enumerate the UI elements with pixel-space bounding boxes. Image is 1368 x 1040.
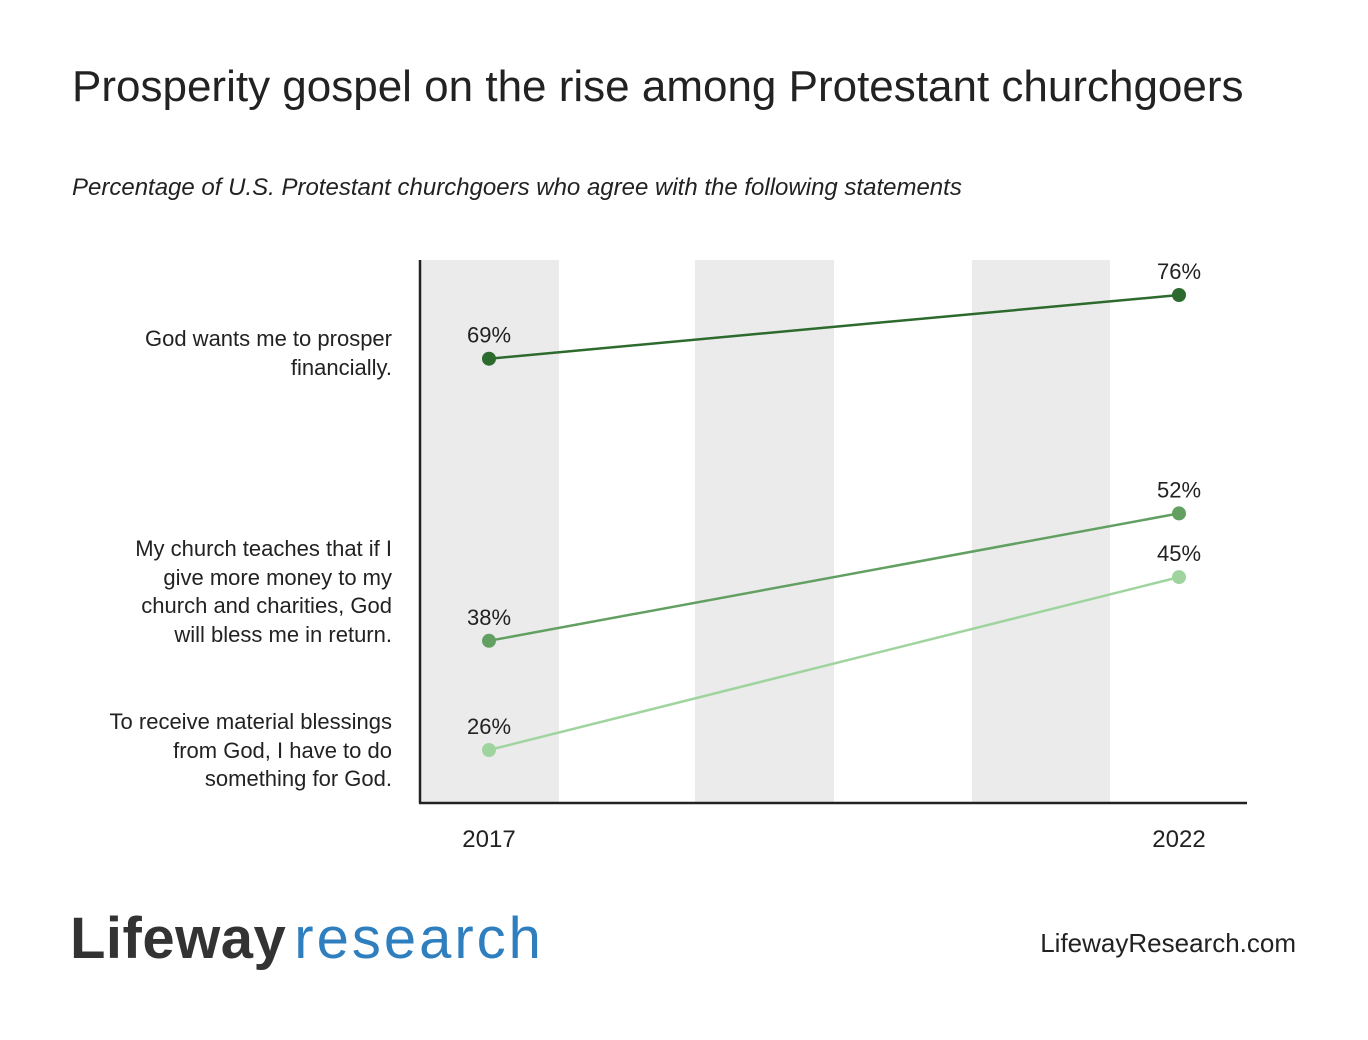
- series-label-line: church and charities, God: [141, 593, 392, 618]
- series-label-line: something for God.: [204, 766, 392, 791]
- series-lines: 69% 76% 38% 52% 26% 45%: [467, 259, 1201, 757]
- data-label: 52%: [1157, 477, 1201, 502]
- x-tick-label: 2022: [1152, 826, 1205, 853]
- series-label-line: My church teaches that if I: [135, 536, 392, 561]
- background-band: [420, 260, 559, 803]
- data-point: [482, 743, 496, 757]
- series-label-material-blessings: To receive material blessings from God, …: [110, 708, 392, 794]
- data-label: 38%: [467, 605, 511, 630]
- chart-subtitle: Percentage of U.S. Protestant churchgoer…: [72, 174, 962, 201]
- logo-research-text: research: [294, 906, 544, 971]
- data-label: 69%: [467, 323, 511, 348]
- series-line: [488, 293, 1180, 360]
- chart-title: Prosperity gospel on the rise among Prot…: [72, 62, 1244, 111]
- series-label-prosper: God wants me to prosper financially.: [145, 325, 392, 382]
- series-label-line: will bless me in return.: [174, 621, 392, 647]
- x-tick-labels: 2017 2022: [462, 826, 1205, 853]
- logo-brand-text: Lifeway: [70, 906, 287, 971]
- series-label-church-teaches: My church teaches that if I give more mo…: [135, 535, 392, 649]
- data-label: 45%: [1157, 541, 1201, 566]
- series-label-line: To receive material blessings: [109, 709, 392, 734]
- data-point: [482, 633, 496, 648]
- chart-axes: [418, 260, 1247, 805]
- lifeway-research-logo: Lifeway research: [70, 905, 544, 972]
- background-band: [972, 260, 1110, 803]
- line-chart: 69% 76% 38% 52% 26% 45% 2017 2022: [418, 259, 1247, 853]
- data-label: 76%: [1157, 259, 1201, 284]
- series-line: [488, 512, 1180, 643]
- data-point: [1172, 506, 1186, 521]
- data-point: [482, 351, 496, 366]
- background-band: [695, 260, 834, 803]
- data-point: [1172, 288, 1186, 302]
- series-label-line: from God, I have to do: [173, 737, 392, 763]
- x-tick-label: 2017: [462, 826, 515, 853]
- background-bands: [420, 260, 1110, 803]
- data-point: [1172, 570, 1186, 585]
- series-line: [488, 575, 1180, 752]
- series-label-line: give more money to my: [163, 564, 392, 590]
- data-label: 26%: [467, 714, 511, 739]
- series-label-line: financially.: [290, 354, 392, 380]
- series-label-line: God wants me to prosper: [144, 326, 392, 351]
- footer-url: LifewayResearch.com: [1040, 928, 1296, 958]
